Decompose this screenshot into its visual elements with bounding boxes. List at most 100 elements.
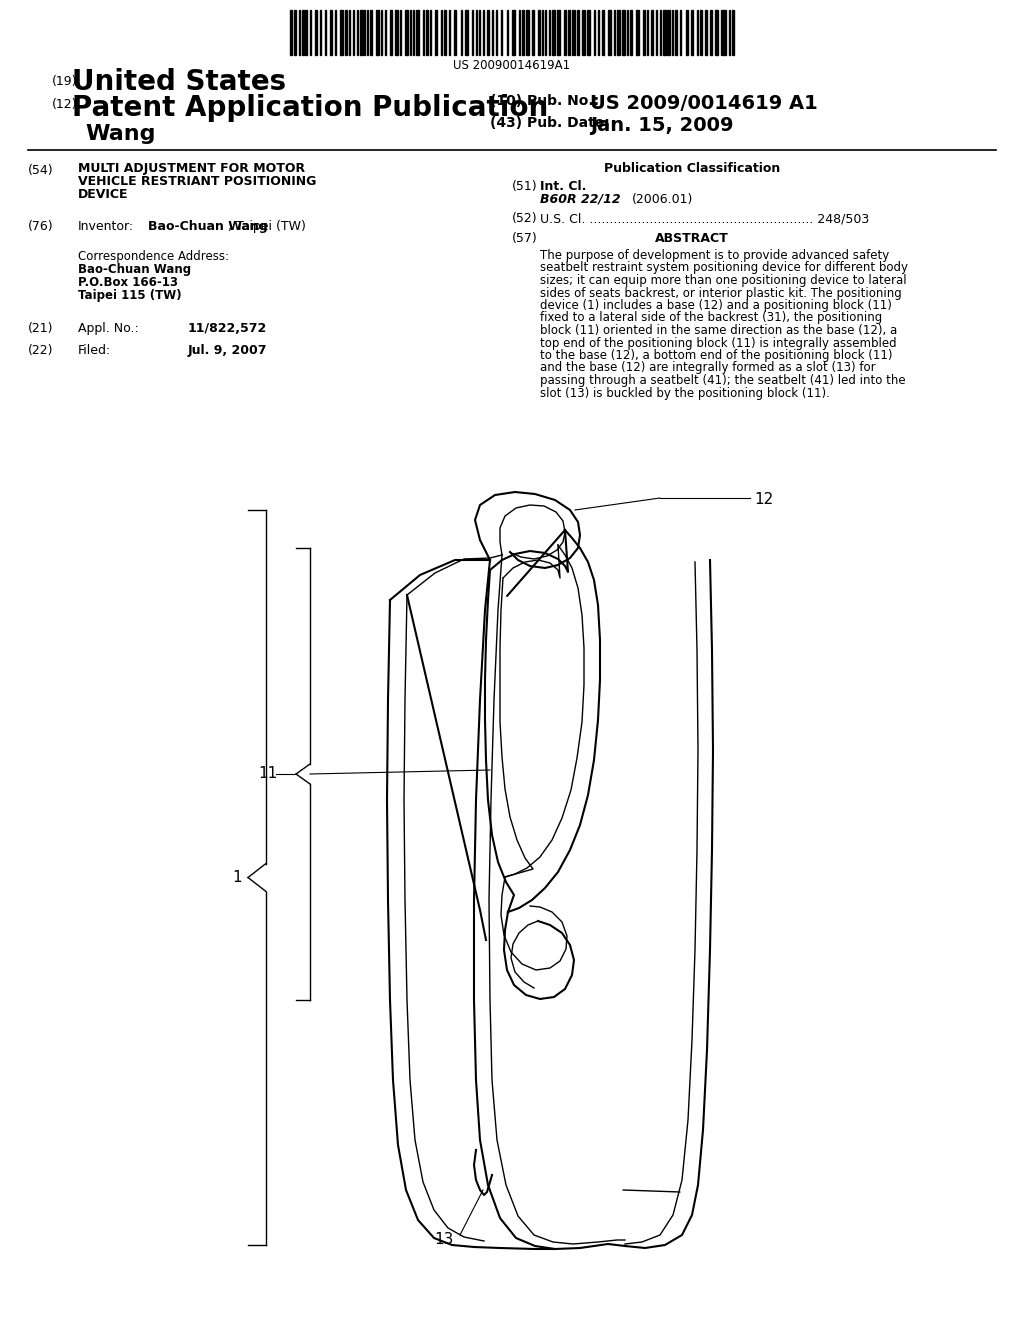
Text: Filed:: Filed:	[78, 345, 112, 356]
Text: United States: United States	[72, 69, 286, 96]
Text: Int. Cl.: Int. Cl.	[540, 180, 587, 193]
Bar	[454, 11, 456, 55]
Text: and the base (12) are integrally formed as a slot (13) for: and the base (12) are integrally formed …	[540, 362, 876, 375]
Bar	[686, 11, 688, 55]
Text: US 2009/0014619 A1: US 2009/0014619 A1	[590, 94, 818, 114]
Text: (21): (21)	[28, 322, 53, 335]
Text: (51): (51)	[512, 180, 538, 193]
Text: B60R 22/12: B60R 22/12	[540, 193, 621, 206]
Text: 1: 1	[232, 870, 242, 884]
Bar	[512, 11, 515, 55]
Bar	[723, 11, 726, 55]
Text: (22): (22)	[28, 345, 53, 356]
Text: Jan. 15, 2009: Jan. 15, 2009	[590, 116, 733, 135]
Bar	[302, 11, 304, 55]
Bar	[663, 11, 666, 55]
Text: Jul. 9, 2007: Jul. 9, 2007	[188, 345, 267, 356]
Text: DEVICE: DEVICE	[78, 187, 128, 201]
Bar	[376, 11, 379, 55]
Text: VEHICLE RESTRIANT POSITIONING: VEHICLE RESTRIANT POSITIONING	[78, 176, 316, 187]
Text: (57): (57)	[512, 232, 538, 246]
Text: passing through a seatbelt (41); the seatbelt (41) led into the: passing through a seatbelt (41); the sea…	[540, 374, 905, 387]
Bar	[715, 11, 718, 55]
Text: The purpose of development is to provide advanced safety: The purpose of development is to provide…	[540, 249, 889, 261]
Bar	[710, 11, 712, 55]
Text: block (11) oriented in the same direction as the base (12), a: block (11) oriented in the same directio…	[540, 323, 897, 337]
Bar	[732, 11, 734, 55]
Bar	[617, 11, 620, 55]
Bar	[636, 11, 639, 55]
Bar	[465, 11, 468, 55]
Bar	[395, 11, 398, 55]
Bar	[416, 11, 419, 55]
Text: Wang: Wang	[85, 124, 156, 144]
Text: fixed to a lateral side of the backrest (31), the positioning: fixed to a lateral side of the backrest …	[540, 312, 883, 325]
Text: U.S. Cl. ........................................................ 248/503: U.S. Cl. ...............................…	[540, 213, 869, 224]
Bar	[330, 11, 332, 55]
Bar	[340, 11, 343, 55]
Text: Taipei 115 (TW): Taipei 115 (TW)	[78, 289, 181, 302]
Text: (43) Pub. Date:: (43) Pub. Date:	[490, 116, 609, 129]
Bar	[294, 11, 296, 55]
Bar	[487, 11, 489, 55]
Text: 12: 12	[754, 492, 773, 507]
Text: Inventor:: Inventor:	[78, 220, 134, 234]
Bar	[426, 11, 428, 55]
Bar	[290, 11, 292, 55]
Bar	[532, 11, 534, 55]
Text: device (1) includes a base (12) and a positioning block (11): device (1) includes a base (12) and a po…	[540, 300, 892, 312]
Bar	[667, 11, 670, 55]
Bar	[568, 11, 570, 55]
Bar	[587, 11, 590, 55]
Text: P.O.Box 166-13: P.O.Box 166-13	[78, 276, 178, 289]
Text: (54): (54)	[28, 164, 53, 177]
Bar	[691, 11, 693, 55]
Bar	[564, 11, 566, 55]
Text: slot (13) is buckled by the positioning block (11).: slot (13) is buckled by the positioning …	[540, 387, 829, 400]
Text: Bao-Chuan Wang: Bao-Chuan Wang	[148, 220, 267, 234]
Bar	[643, 11, 645, 55]
Bar	[552, 11, 555, 55]
Text: (52): (52)	[512, 213, 538, 224]
Bar	[675, 11, 677, 55]
Text: Correspondence Address:: Correspondence Address:	[78, 249, 229, 263]
Bar	[700, 11, 702, 55]
Text: 11/822,572: 11/822,572	[188, 322, 267, 335]
Text: to the base (12), a bottom end of the positioning block (11): to the base (12), a bottom end of the po…	[540, 348, 893, 362]
Bar	[360, 11, 362, 55]
Text: Appl. No.:: Appl. No.:	[78, 322, 138, 335]
Text: (2006.01): (2006.01)	[632, 193, 693, 206]
Bar	[444, 11, 446, 55]
Bar	[622, 11, 625, 55]
Bar	[370, 11, 372, 55]
Bar	[538, 11, 540, 55]
Bar	[406, 11, 408, 55]
Bar	[705, 11, 707, 55]
Bar	[651, 11, 653, 55]
Text: 13: 13	[434, 1232, 454, 1247]
Text: Patent Application Publication: Patent Application Publication	[72, 94, 548, 121]
Bar	[522, 11, 524, 55]
Text: Bao-Chuan Wang: Bao-Chuan Wang	[78, 263, 191, 276]
Text: top end of the positioning block (11) is integrally assembled: top end of the positioning block (11) is…	[540, 337, 897, 350]
Text: sizes; it can equip more than one positioning device to lateral: sizes; it can equip more than one positi…	[540, 275, 906, 286]
Text: , Taipei (TW): , Taipei (TW)	[228, 220, 306, 234]
Bar	[630, 11, 632, 55]
Text: Publication Classification: Publication Classification	[604, 162, 780, 176]
Text: sides of seats backrest, or interior plastic kit. The positioning: sides of seats backrest, or interior pla…	[540, 286, 902, 300]
Bar	[305, 11, 307, 55]
Bar	[345, 11, 347, 55]
Text: MULTI ADJUSTMENT FOR MOTOR: MULTI ADJUSTMENT FOR MOTOR	[78, 162, 305, 176]
Bar	[602, 11, 604, 55]
Text: (76): (76)	[28, 220, 53, 234]
Bar	[435, 11, 437, 55]
Bar	[526, 11, 529, 55]
Text: 11: 11	[258, 766, 278, 781]
Text: (10) Pub. No.:: (10) Pub. No.:	[490, 94, 599, 108]
Text: US 20090014619A1: US 20090014619A1	[454, 59, 570, 73]
Text: (19): (19)	[52, 75, 78, 88]
Bar	[315, 11, 317, 55]
Text: seatbelt restraint system positioning device for different body: seatbelt restraint system positioning de…	[540, 261, 908, 275]
Text: (12): (12)	[52, 98, 78, 111]
Text: ABSTRACT: ABSTRACT	[655, 232, 729, 246]
